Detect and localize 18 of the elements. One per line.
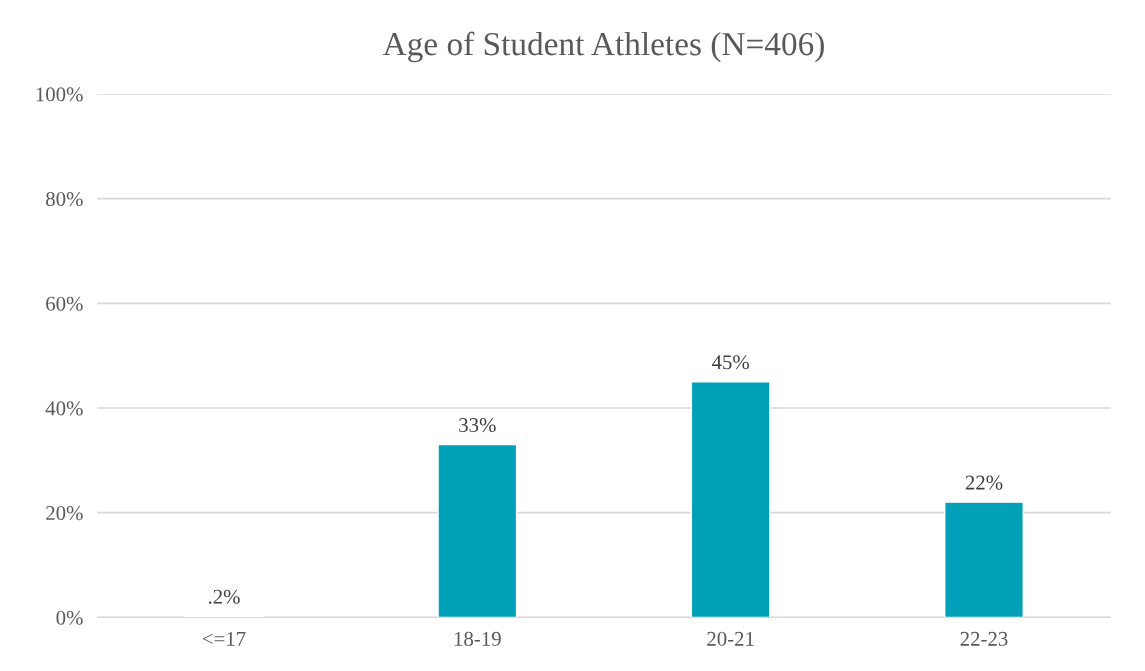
bar	[944, 501, 1024, 618]
y-tick-label: 20%	[46, 506, 83, 521]
y-tick-label: 0%	[56, 610, 83, 625]
y-tick-label: 80%	[46, 191, 83, 207]
x-tick-label: 20-21	[707, 631, 754, 646]
x-tick-label: <=17	[202, 631, 246, 646]
bar	[690, 381, 771, 618]
data-label: 22%	[965, 475, 1003, 490]
y-tick-label: 100%	[36, 87, 83, 102]
x-tick-label: 22-23	[960, 631, 1008, 646]
bar	[437, 443, 518, 618]
data-label: 33%	[459, 417, 496, 433]
data-label: .2%	[208, 589, 240, 604]
data-label: 45%	[711, 355, 750, 370]
x-tick-label: 18-19	[454, 631, 501, 646]
y-tick-label: 60%	[46, 296, 83, 311]
chart-title: Age of Student Athletes (N=406)	[382, 31, 824, 63]
y-tick-label: 40%	[45, 401, 83, 416]
